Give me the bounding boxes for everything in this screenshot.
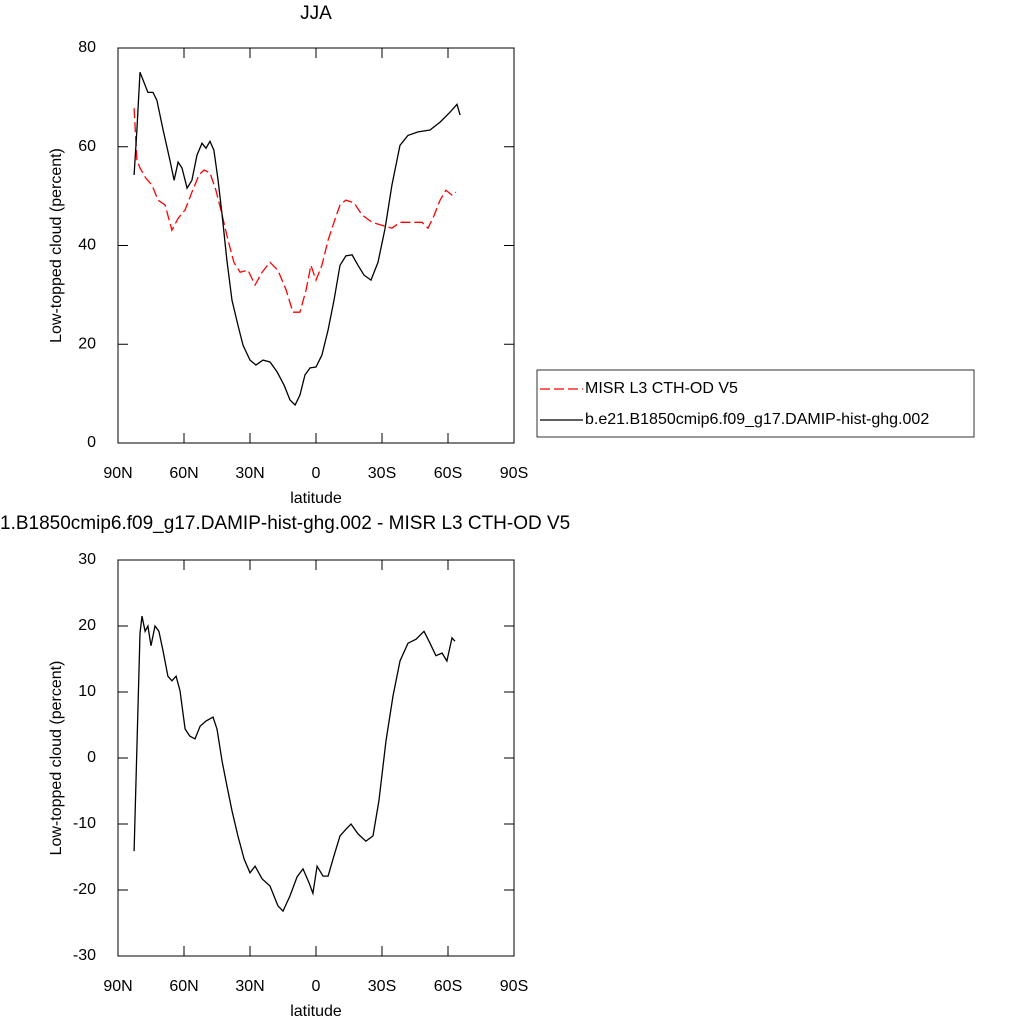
x-tick-label: 30S: [368, 978, 396, 995]
series-line: [133, 108, 457, 313]
x-axis-label: latitude: [290, 1003, 342, 1020]
y-axis-label: Low-topped cloud (percent): [48, 661, 65, 856]
y-tick-label: 20: [78, 335, 96, 352]
x-tick-label: 90S: [500, 465, 528, 482]
series-line: [133, 615, 456, 913]
x-tick-label: 60N: [169, 978, 198, 995]
x-tick-label: 0: [312, 465, 321, 482]
x-tick-label: 60S: [434, 465, 462, 482]
legend-box: [536, 369, 975, 438]
y-tick-label: 0: [87, 434, 96, 451]
x-tick-label: 30N: [235, 978, 264, 995]
x-tick-label: 30N: [235, 465, 264, 482]
y-tick-label: 20: [78, 617, 96, 634]
y-axis-label: Low-topped cloud (percent): [48, 148, 65, 343]
y-tick-label: 30: [78, 551, 96, 568]
y-tick-label: 80: [78, 39, 96, 56]
chart-title: 1.B1850cmip6.f09_g17.DAMIP-hist-ghg.002 …: [0, 513, 570, 534]
y-tick-label: -10: [73, 815, 96, 832]
series-line: [133, 71, 461, 407]
plot-frame: [117, 559, 515, 957]
legend-label: b.e21.B1850cmip6.f09_g17.DAMIP-hist-ghg.…: [585, 411, 929, 428]
y-tick-label: 60: [78, 138, 96, 155]
legend-label: MISR L3 CTH-OD V5: [585, 380, 738, 397]
x-tick-label: 60S: [434, 978, 462, 995]
x-tick-label: 90N: [103, 978, 132, 995]
x-axis-label: latitude: [290, 490, 342, 507]
x-tick-label: 90S: [500, 978, 528, 995]
x-tick-label: 30S: [368, 465, 396, 482]
y-tick-label: 0: [87, 749, 96, 766]
y-tick-label: 10: [78, 683, 96, 700]
y-tick-label: -20: [73, 881, 96, 898]
chart-title: JJA: [300, 3, 332, 24]
x-tick-label: 90N: [103, 465, 132, 482]
x-tick-label: 0: [312, 978, 321, 995]
y-tick-label: -30: [73, 947, 96, 964]
x-tick-label: 60N: [169, 465, 198, 482]
y-tick-label: 40: [78, 237, 96, 254]
